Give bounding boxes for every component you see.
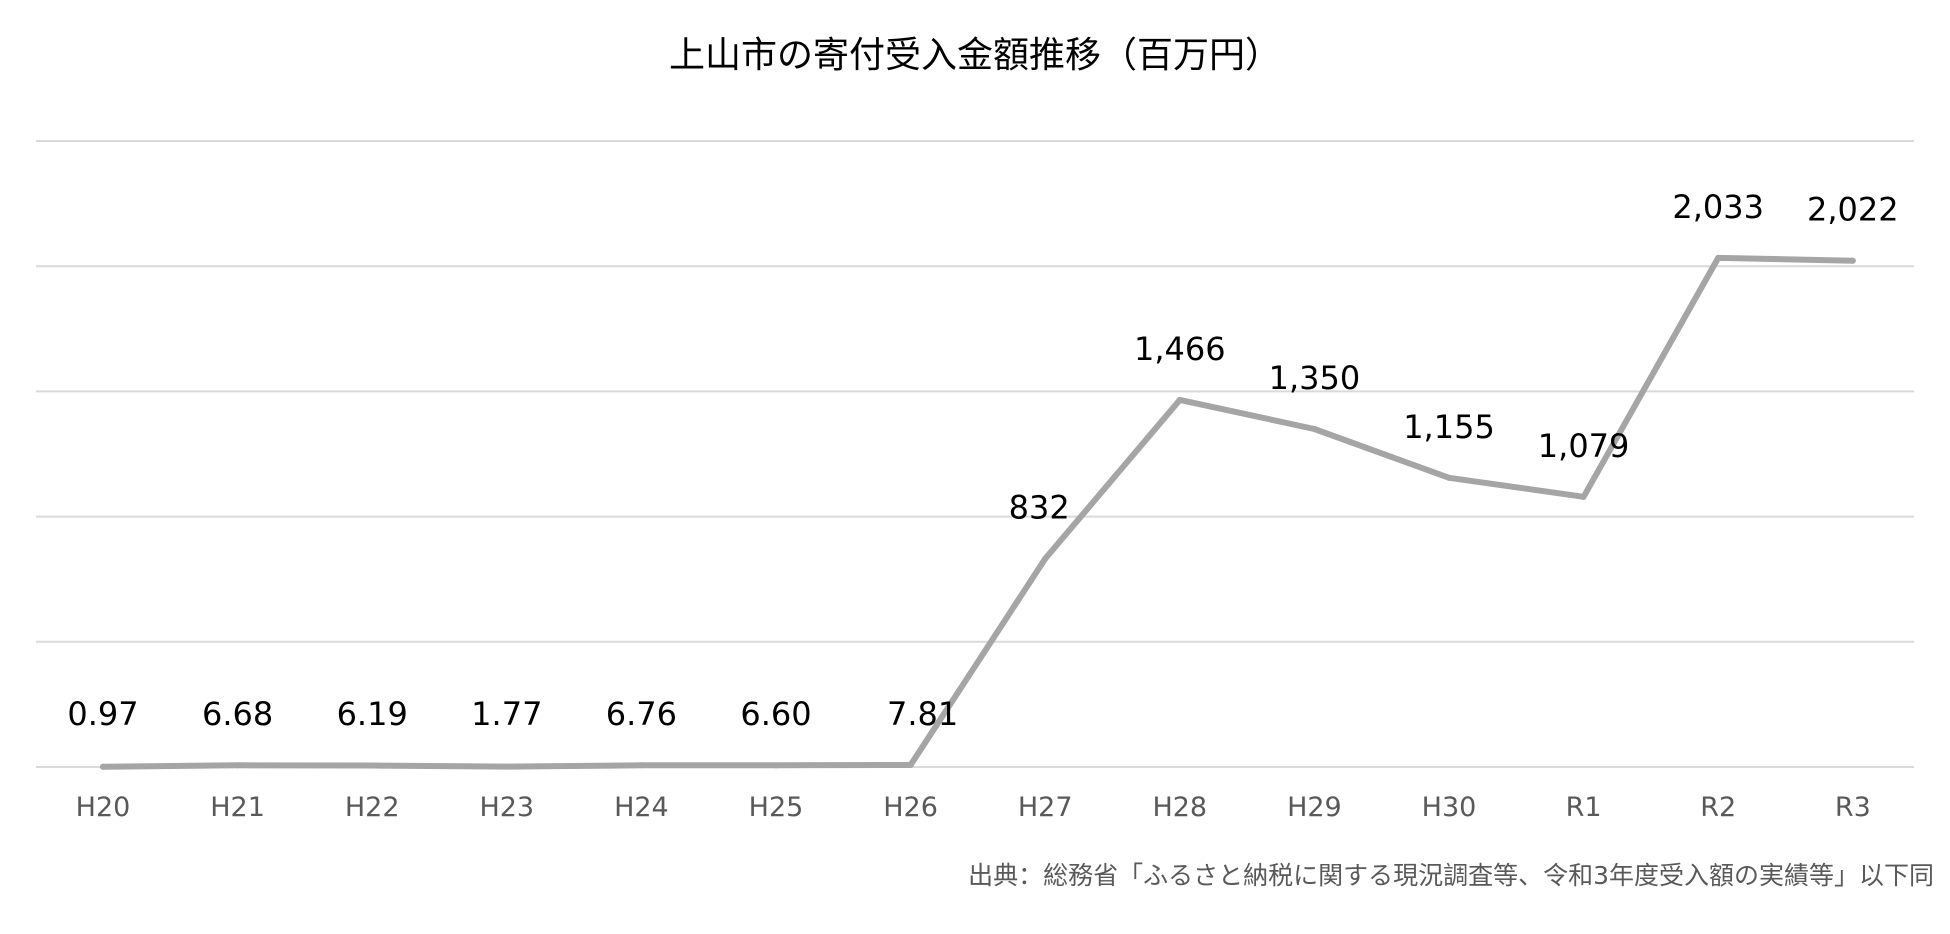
x-axis-tick-labels: H20 H21 H22 H23 H24 H25 H26 H27 H28 H29 H30 R1 R2 R3 — [76, 792, 1871, 823]
data-labels: 0.97 6.68 6.19 1.77 6.76 6.60 7.81 832 1,466 1,35… — [67, 188, 1898, 733]
x-tick-label: R3 — [1835, 792, 1871, 823]
series-line-group — [100, 254, 1856, 770]
data-label: 6.60 — [740, 695, 811, 733]
data-point — [369, 762, 376, 769]
x-tick-label: H24 — [614, 792, 669, 823]
x-tick-label: H27 — [1018, 792, 1073, 823]
data-point — [907, 762, 914, 769]
data-point — [1311, 425, 1318, 432]
data-label: 832 — [1009, 489, 1070, 527]
data-point — [234, 762, 241, 769]
data-point — [1849, 257, 1856, 264]
data-label: 6.76 — [606, 695, 677, 733]
data-label: 0.97 — [67, 695, 138, 733]
data-point — [1446, 474, 1452, 481]
data-label: 1,466 — [1134, 330, 1226, 368]
data-point — [100, 763, 106, 770]
x-tick-label: H30 — [1422, 792, 1477, 823]
data-point — [638, 762, 645, 769]
x-tick-label: H20 — [76, 792, 131, 823]
x-tick-label: H21 — [210, 792, 265, 823]
x-tick-label: R1 — [1566, 792, 1602, 823]
data-point — [1580, 493, 1587, 500]
series-line — [100, 254, 1856, 770]
data-label: 1,155 — [1403, 408, 1495, 446]
gridlines — [36, 140, 1914, 768]
x-tick-label: H23 — [479, 792, 534, 823]
x-tick-label: H22 — [345, 792, 400, 823]
data-point — [773, 762, 779, 769]
data-label: 6.19 — [337, 695, 408, 733]
x-tick-label: H26 — [883, 792, 938, 823]
x-tick-label: H29 — [1287, 792, 1342, 823]
data-label: 6.68 — [202, 695, 273, 733]
data-point — [1042, 555, 1049, 562]
data-label: 2,033 — [1672, 188, 1764, 226]
source-note: 出典：総務省「ふるさと納税に関する現況調査等、令和3年度受入額の実績等」以下同 — [968, 861, 1934, 890]
x-tick-label: R2 — [1700, 792, 1736, 823]
x-tick-label: H28 — [1152, 792, 1207, 823]
data-label: 1,350 — [1269, 359, 1361, 397]
data-point — [1176, 396, 1183, 403]
chart-title: 上山市の寄付受入金額推移（百万円） — [668, 35, 1281, 76]
data-label: 1,079 — [1538, 427, 1630, 465]
data-label: 1.77 — [471, 695, 542, 733]
data-label: 7.81 — [887, 695, 958, 733]
data-point — [1715, 254, 1722, 261]
data-label: 2,022 — [1807, 191, 1899, 229]
x-tick-label: H25 — [749, 792, 804, 823]
data-point — [503, 763, 510, 770]
